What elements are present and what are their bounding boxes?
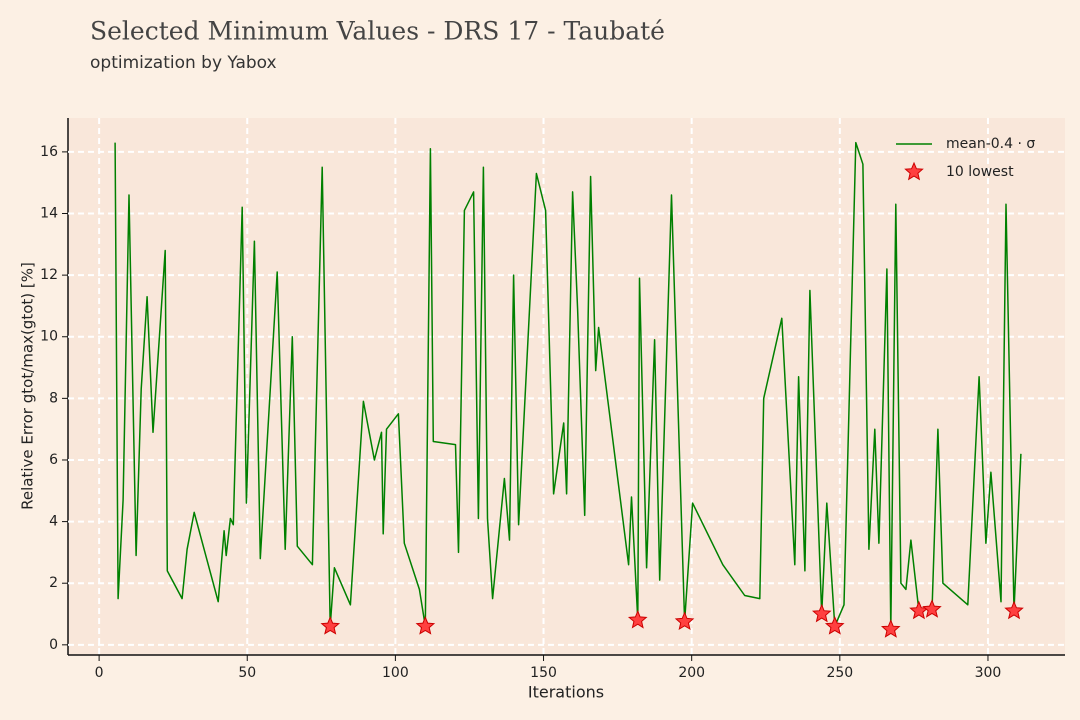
star-marker [320, 615, 341, 635]
star-marker [811, 603, 832, 623]
star-marker [922, 599, 942, 618]
x-tick-label: 0 [95, 665, 104, 681]
star-marker [824, 615, 845, 635]
star-marker [674, 611, 695, 631]
legend-label: mean-0.4 · σ [946, 136, 1035, 152]
y-tick-label: 2 [49, 575, 58, 591]
y-tick-label: 16 [40, 144, 58, 160]
y-tick-label: 14 [40, 206, 58, 222]
legend-swatch [904, 161, 924, 181]
y-tick-label: 12 [40, 267, 58, 283]
y-tick-label: 4 [49, 514, 58, 530]
chart-subtitle: optimization by Yabox [90, 53, 277, 73]
x-tick-label: 100 [382, 665, 409, 681]
legend-label: 10 lowest [946, 164, 1014, 180]
chart-title: Selected Minimum Values - DRS 17 - Tauba… [90, 17, 665, 46]
y-tick-label: 6 [49, 452, 58, 468]
line [114, 141, 1022, 631]
x-tick-label: 50 [238, 665, 256, 681]
x-tick-label: 300 [975, 665, 1002, 681]
y-tick-label: 0 [49, 637, 58, 653]
x-axis-label: Iterations [528, 683, 604, 702]
y-tick-label: 10 [40, 329, 58, 345]
y-axis-label: Relative Error gtot/max(gtot) [%] [19, 262, 37, 510]
star-marker [627, 609, 648, 629]
star-marker [1004, 600, 1024, 620]
y-tick-label: 8 [49, 390, 58, 406]
star-marker [880, 619, 901, 638]
x-tick-label: 200 [678, 665, 705, 681]
star-marker [415, 615, 436, 635]
x-tick-label: 250 [826, 665, 853, 681]
x-tick-label: 150 [530, 665, 557, 681]
